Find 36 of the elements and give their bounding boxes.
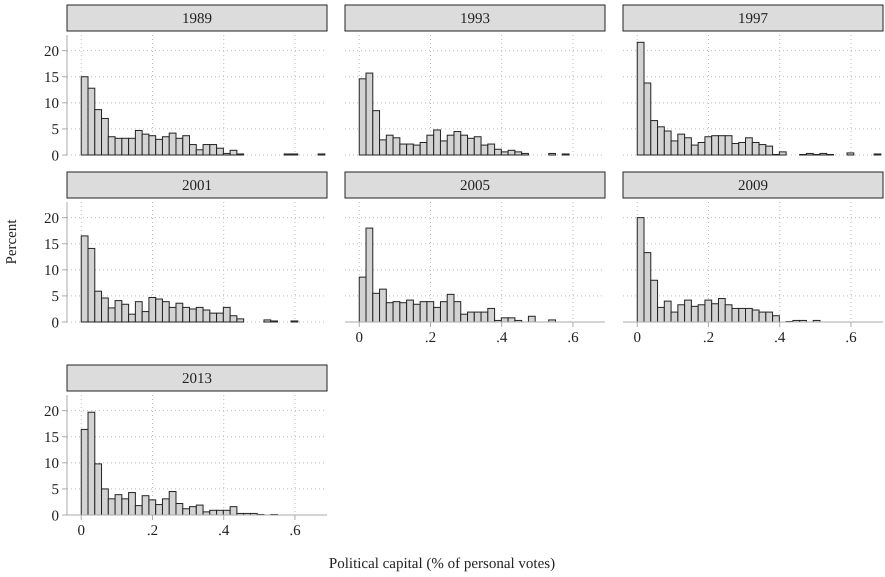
x-tick-label: .4 (218, 523, 230, 539)
chart-title: 1997 (738, 11, 768, 27)
y-tick-label: 15 (44, 70, 59, 86)
x-axis-title: Political capital (% of personal votes) (328, 556, 556, 572)
y-tick-label: 5 (52, 289, 59, 306)
y-tick-label: 10 (44, 96, 59, 112)
chart-title: 2009 (738, 178, 768, 194)
x-tick-label: 0 (77, 523, 85, 539)
y-tick-label: 10 (44, 263, 59, 280)
y-tick-label: 20 (44, 44, 59, 60)
y-tick-label: 5 (52, 482, 59, 498)
x-tick-label: .2 (424, 330, 436, 346)
y-tick-label: 20 (44, 404, 59, 420)
chart-title: 2005 (460, 178, 490, 194)
x-tick-label: .6 (289, 523, 302, 539)
y-tick-label: 15 (44, 430, 59, 446)
x-tick-label: .2 (146, 523, 158, 539)
chart-title: 1989 (182, 11, 212, 27)
chart-title: 1993 (460, 11, 490, 27)
y-axis-title: Percent (4, 218, 20, 264)
y-tick-label: 10 (44, 456, 59, 472)
x-tick-label: .4 (774, 330, 786, 346)
y-tick-label: 15 (44, 236, 59, 253)
y-tick-label: 20 (44, 210, 59, 227)
y-tick-label: 0 (52, 508, 59, 524)
y-tick-label: 0 (52, 148, 59, 164)
x-tick-label: .2 (702, 330, 714, 346)
x-tick-label: .6 (567, 330, 580, 346)
y-tick-label: 0 (52, 315, 59, 332)
chart-title: 2001 (182, 178, 212, 194)
x-tick-label: .6 (845, 330, 858, 346)
y-tick-label: 5 (52, 122, 59, 138)
x-tick-label: 0 (355, 330, 363, 346)
chart-title: 2013 (182, 371, 212, 387)
x-tick-label: 0 (633, 330, 641, 346)
x-tick-label: .4 (496, 330, 508, 346)
